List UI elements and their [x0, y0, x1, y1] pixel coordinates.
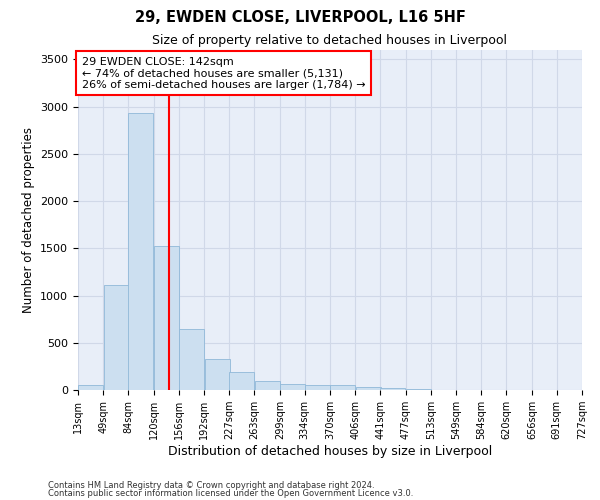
Bar: [154, 246, 179, 390]
Bar: [104, 285, 128, 390]
Y-axis label: Number of detached properties: Number of detached properties: [22, 127, 35, 313]
Bar: [128, 114, 154, 390]
Bar: [229, 372, 254, 390]
Bar: [205, 359, 230, 390]
Text: 29, EWDEN CLOSE, LIVERPOOL, L16 5HF: 29, EWDEN CLOSE, LIVERPOOL, L16 5HF: [134, 10, 466, 25]
Bar: [305, 386, 330, 390]
Text: Contains HM Land Registry data © Crown copyright and database right 2024.: Contains HM Land Registry data © Crown c…: [48, 481, 374, 490]
Bar: [380, 388, 406, 390]
Text: Contains public sector information licensed under the Open Government Licence v3: Contains public sector information licen…: [48, 488, 413, 498]
Bar: [179, 328, 204, 390]
Bar: [356, 387, 380, 390]
Title: Size of property relative to detached houses in Liverpool: Size of property relative to detached ho…: [152, 34, 508, 48]
Text: 29 EWDEN CLOSE: 142sqm
← 74% of detached houses are smaller (5,131)
26% of semi-: 29 EWDEN CLOSE: 142sqm ← 74% of detached…: [82, 56, 365, 90]
Bar: [406, 389, 431, 390]
Bar: [280, 384, 305, 390]
Bar: [78, 386, 103, 390]
Bar: [254, 381, 280, 390]
X-axis label: Distribution of detached houses by size in Liverpool: Distribution of detached houses by size …: [168, 445, 492, 458]
Bar: [330, 386, 355, 390]
